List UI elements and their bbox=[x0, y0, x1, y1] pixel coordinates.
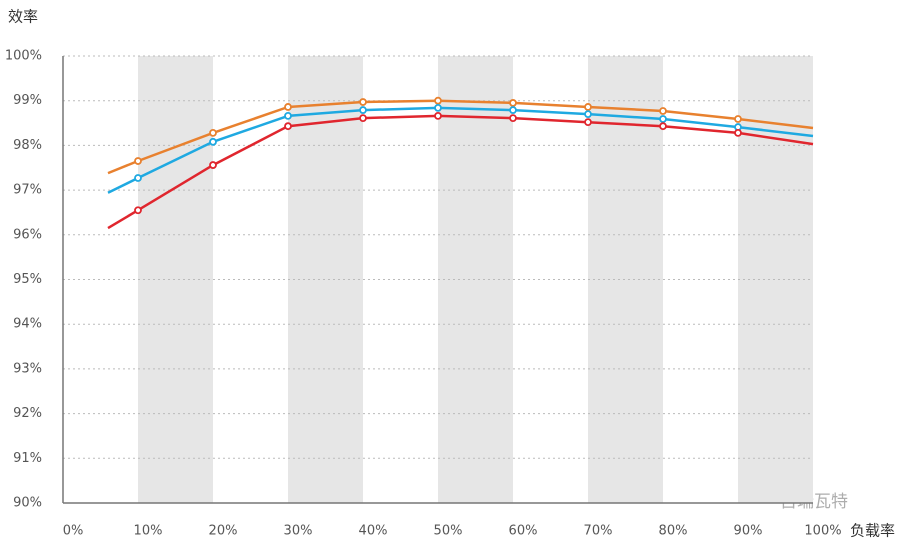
band bbox=[438, 56, 513, 503]
point-marker bbox=[434, 111, 442, 120]
point-marker bbox=[509, 99, 517, 107]
point-marker bbox=[434, 103, 442, 112]
y-axis-label: 效率 bbox=[8, 8, 38, 26]
point-marker bbox=[359, 98, 367, 106]
x-tick-label: 0% bbox=[63, 524, 84, 539]
y-tick-label: 95% bbox=[13, 272, 42, 287]
y-tick-label: 96% bbox=[13, 227, 42, 242]
x-axis-label: 负载率 bbox=[850, 522, 895, 540]
y-tick-label: 94% bbox=[13, 317, 42, 332]
x-tick-label: 100% bbox=[804, 524, 841, 539]
point-marker bbox=[509, 114, 517, 123]
point-marker bbox=[584, 110, 592, 119]
y-tick-label: 92% bbox=[13, 406, 42, 421]
band bbox=[138, 56, 213, 503]
point-marker bbox=[284, 111, 292, 120]
point-marker bbox=[584, 103, 592, 111]
point-marker bbox=[209, 137, 217, 146]
y-tick-label: 98% bbox=[13, 138, 42, 153]
point-marker bbox=[659, 107, 667, 115]
y-tick-label: 90% bbox=[13, 496, 42, 511]
point-marker bbox=[434, 96, 442, 105]
point-marker bbox=[359, 106, 367, 114]
y-tick-label: 100% bbox=[5, 49, 42, 64]
x-tick-label: 40% bbox=[359, 524, 388, 539]
point-marker bbox=[284, 122, 292, 131]
point-marker bbox=[659, 115, 667, 123]
point-marker bbox=[359, 114, 367, 123]
band bbox=[288, 56, 363, 503]
x-tick-label: 70% bbox=[584, 524, 613, 539]
band bbox=[588, 56, 663, 503]
point-marker bbox=[734, 128, 742, 137]
point-marker bbox=[284, 103, 292, 111]
y-tick-label: 99% bbox=[13, 93, 42, 108]
x-tick-label: 60% bbox=[509, 524, 538, 539]
x-tick-label: 50% bbox=[434, 524, 463, 539]
x-tick-label: 80% bbox=[659, 524, 688, 539]
point-marker bbox=[134, 206, 142, 215]
point-marker bbox=[509, 106, 517, 114]
point-marker bbox=[584, 118, 592, 127]
x-tick-label: 20% bbox=[209, 524, 238, 539]
y-tick-label: 93% bbox=[13, 361, 42, 376]
point-marker bbox=[209, 128, 217, 137]
point-marker bbox=[659, 122, 667, 131]
x-tick-label: 30% bbox=[284, 524, 313, 539]
point-marker bbox=[134, 157, 142, 165]
y-tick-label: 97% bbox=[13, 183, 42, 198]
point-marker bbox=[734, 115, 742, 123]
y-tick-label: 91% bbox=[13, 451, 42, 466]
x-tick-label: 10% bbox=[134, 524, 163, 539]
plot-background bbox=[138, 56, 813, 503]
x-tick-label: 90% bbox=[734, 524, 763, 539]
point-marker bbox=[209, 161, 217, 169]
point-marker bbox=[134, 174, 142, 182]
